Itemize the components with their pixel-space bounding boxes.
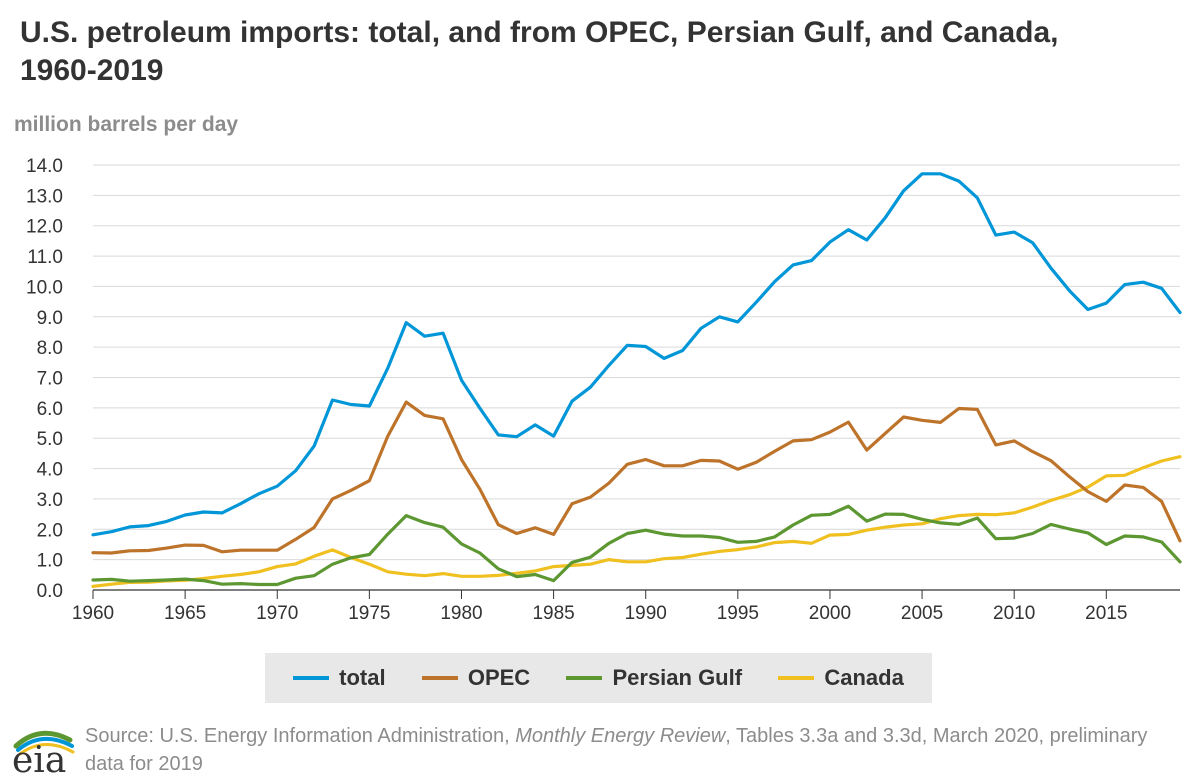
series-line-canada — [91, 455, 1182, 589]
legend-label-persian-gulf: Persian Gulf — [612, 665, 743, 690]
series-lines — [91, 172, 1182, 589]
x-tick-label: 1975 — [348, 603, 390, 624]
source-note: Source: U.S. Energy Information Administ… — [85, 722, 1175, 778]
legend-item-canada: Canada — [778, 665, 904, 691]
legend-swatch-canada — [778, 676, 815, 680]
x-tick-label: 1980 — [440, 603, 482, 624]
x-tick-label: 2005 — [901, 603, 943, 624]
y-tick-label: 5.0 — [37, 429, 63, 450]
line-chart: 0.0 1.0 2.0 3.0 4.0 5.0 6.0 7.0 8.0 9.0 10.0 11.0 12… — [26, 156, 1182, 624]
x-tick-label: 1970 — [256, 603, 298, 624]
y-tick-label: 0.0 — [37, 581, 63, 602]
y-tick-label: 14.0 — [26, 156, 63, 177]
y-tick-label: 7.0 — [37, 369, 63, 390]
y-tick-label: 13.0 — [26, 186, 63, 207]
legend-item-opec: OPEC — [421, 665, 531, 691]
y-axis-ticks: 0.0 1.0 2.0 3.0 4.0 5.0 6.0 7.0 8.0 9.0 10.0 11.0 12… — [26, 156, 63, 602]
x-tick-label: 2010 — [993, 603, 1035, 624]
legend-swatch-opec — [421, 676, 458, 680]
x-tick-label: 2000 — [809, 603, 851, 624]
legend-label-opec: OPEC — [467, 665, 531, 690]
legend: total OPEC Persian Gulf Canada — [265, 653, 932, 703]
y-tick-label: 2.0 — [37, 520, 63, 541]
x-axis: 1960 1965 1970 1975 1980 1985 1990 1995 2000 2005… — [72, 589, 1180, 624]
y-tick-label: 3.0 — [37, 490, 63, 511]
eia-logo-icon: eia — [12, 730, 75, 774]
legend-item-persian-gulf: Persian Gulf — [566, 665, 742, 691]
x-tick-label: 1965 — [164, 603, 206, 624]
y-tick-label: 12.0 — [26, 217, 63, 238]
x-tick-label: 1985 — [532, 603, 574, 624]
y-tick-label: 1.0 — [37, 551, 63, 572]
y-tick-label: 6.0 — [37, 399, 63, 420]
y-tick-label: 8.0 — [37, 338, 63, 359]
y-tick-label: 11.0 — [27, 247, 63, 268]
chart-title: U.S. petroleum imports: total, and from … — [20, 16, 1059, 87]
series-line-total — [91, 172, 1182, 537]
legend-label-canada: Canada — [824, 665, 904, 690]
legend-item-total: total — [293, 665, 386, 691]
legend-label-total: total — [339, 665, 386, 690]
x-tick-label: 1990 — [625, 603, 667, 624]
gridlines — [93, 164, 1180, 561]
y-tick-label: 9.0 — [37, 308, 63, 329]
series-line-opec — [91, 400, 1182, 555]
x-tick-label: 2015 — [1085, 603, 1127, 624]
y-tick-label: 10.0 — [26, 277, 63, 298]
source-suffix: , Tables 3.3a and 3.3d, March 2020, prel… — [85, 725, 1148, 775]
y-axis-label: million barrels per day — [14, 113, 239, 136]
series-line-persian-gulf — [91, 504, 1182, 587]
logo-text: eia — [12, 740, 66, 774]
legend-swatch-total — [293, 676, 330, 680]
legend-swatch-persian-gulf — [566, 676, 603, 680]
y-tick-label: 4.0 — [37, 460, 63, 481]
source-publication: Monthly Energy Review — [515, 725, 726, 747]
x-tick-label: 1960 — [72, 603, 114, 624]
x-tick-label: 1995 — [717, 603, 759, 624]
source-prefix: Source: U.S. Energy Information Administ… — [85, 725, 516, 747]
